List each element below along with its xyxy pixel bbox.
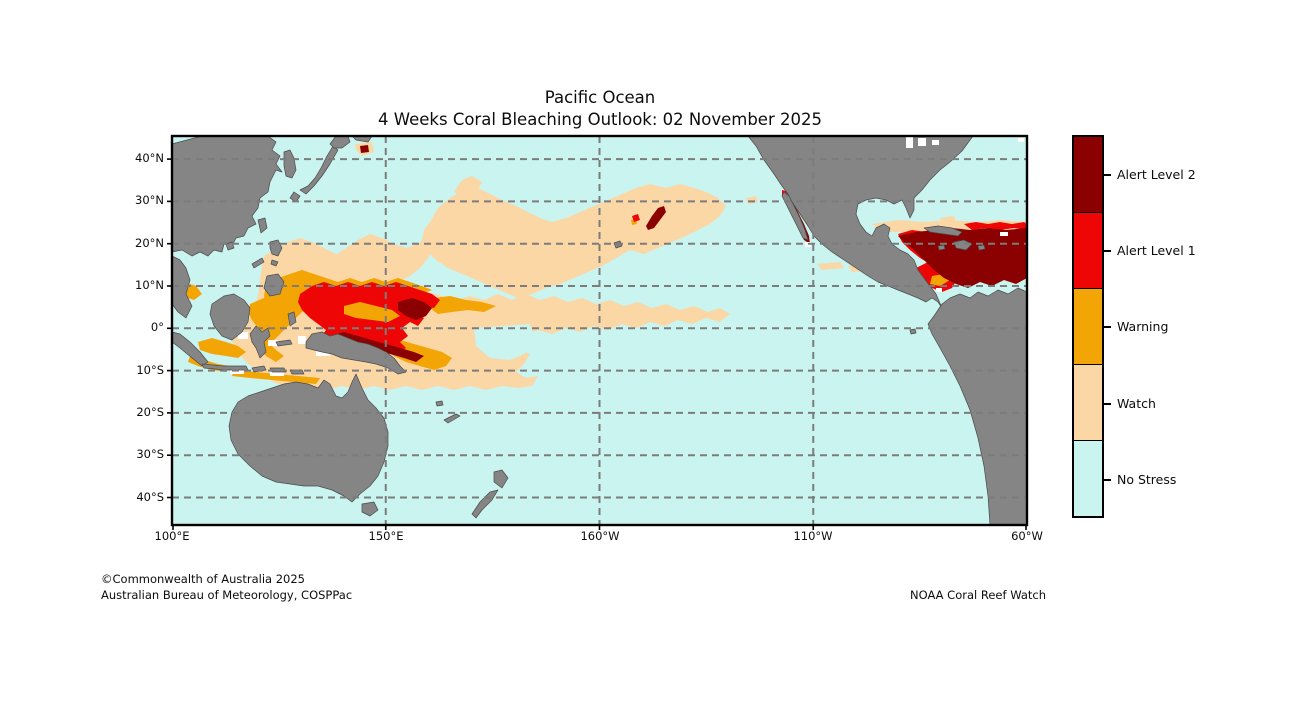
map-title: Pacific Ocean bbox=[544, 88, 656, 107]
legend-label-warning: Warning bbox=[1117, 319, 1169, 334]
warning-java-sea bbox=[198, 338, 246, 358]
x-tick-label-100e: 100°E bbox=[154, 529, 190, 543]
legend-label-watch: Watch bbox=[1117, 396, 1156, 411]
map-border bbox=[170, 134, 1029, 527]
alert1-np-dot bbox=[632, 214, 640, 222]
ocean-notch bbox=[474, 324, 536, 360]
land-north-america bbox=[747, 135, 974, 309]
x-tick-label-110w: 110°W bbox=[793, 529, 833, 543]
land-cuba bbox=[923, 225, 963, 237]
land-asia bbox=[171, 135, 283, 257]
legend-tick-watch bbox=[1104, 403, 1111, 405]
legend-label-alert2: Alert Level 2 bbox=[1117, 167, 1196, 182]
x-tick-label-60w: 60°W bbox=[1011, 529, 1043, 543]
y-tick-label-40n: 40°N bbox=[135, 151, 164, 165]
legend-tick-alert1 bbox=[1104, 250, 1111, 252]
warning-west-ring bbox=[252, 270, 432, 362]
watch-north-pacific-knob bbox=[454, 176, 482, 198]
legend-tick-alert2 bbox=[1104, 174, 1111, 176]
credit-commonwealth: ©Commonwealth of Australia 2025 bbox=[101, 572, 306, 586]
land-galapagos bbox=[909, 328, 917, 335]
land-seram bbox=[275, 339, 293, 347]
y-tick-label-10s: 10°S bbox=[136, 363, 164, 377]
legend-label-nostress: No Stress bbox=[1117, 472, 1177, 487]
legend-colorbar bbox=[1072, 135, 1104, 518]
y-tick-label-30n: 30°N bbox=[135, 193, 164, 207]
lake-michigan bbox=[906, 136, 913, 148]
land-hispaniola bbox=[953, 239, 973, 251]
x-tick-label-150e: 150°E bbox=[368, 529, 404, 543]
y-tick-label-10n: 10°N bbox=[135, 278, 164, 292]
watch-camerica-dash-1 bbox=[817, 262, 844, 270]
alert2-wp-blob bbox=[398, 298, 432, 320]
x-tick-label-160w: 160°W bbox=[580, 529, 620, 543]
land-tasmania bbox=[361, 501, 379, 517]
y-tick-label-20s: 20°S bbox=[136, 405, 164, 419]
legend-swatch-alert2 bbox=[1074, 137, 1102, 213]
legend-swatch-nostress bbox=[1074, 441, 1102, 516]
y-tick-label-20n: 20°N bbox=[135, 236, 164, 250]
warning-south-java bbox=[232, 370, 320, 384]
alert1-caribbean-edge-dashes bbox=[964, 222, 1027, 230]
warning-equator-tongue bbox=[430, 296, 496, 314]
alert2-np-streak bbox=[646, 206, 666, 230]
warning-celebes bbox=[248, 298, 288, 332]
legend-tick-nostress bbox=[1104, 479, 1111, 481]
land-new-caledonia bbox=[443, 413, 461, 424]
land-indochina bbox=[171, 255, 193, 319]
y-tick-label-40s: 40°S bbox=[136, 490, 164, 504]
y-tick-label-30s: 30°S bbox=[136, 447, 164, 461]
legend-label-alert1: Alert Level 1 bbox=[1117, 243, 1196, 258]
map-subtitle: 4 Weeks Coral Bleaching Outlook: 02 Nove… bbox=[378, 110, 822, 129]
legend-swatch-watch bbox=[1074, 365, 1102, 441]
land-nz-south bbox=[471, 489, 499, 519]
lake-corner bbox=[1018, 138, 1024, 142]
map-panel bbox=[167, 134, 1029, 530]
land-jamaica bbox=[937, 244, 946, 251]
land-fiji bbox=[435, 400, 444, 407]
watch-north-pacific-blob bbox=[422, 184, 726, 298]
graticule bbox=[172, 136, 1027, 525]
landmasses bbox=[171, 135, 1028, 526]
alert2-sakhalin-dot bbox=[360, 145, 369, 153]
land-new-guinea bbox=[305, 331, 407, 375]
alert2-png-coast bbox=[330, 332, 424, 362]
land-sulawesi bbox=[249, 325, 271, 359]
lake-ontario bbox=[932, 140, 939, 145]
lake-huron bbox=[918, 138, 926, 146]
legend-tick-warning bbox=[1104, 326, 1111, 328]
land-nz-north bbox=[493, 469, 509, 489]
land-palawan bbox=[251, 257, 265, 269]
land-australia bbox=[228, 373, 389, 503]
legend-swatch-alert1 bbox=[1074, 213, 1102, 289]
y-tick-label-0: 0° bbox=[150, 320, 164, 334]
land-visayas bbox=[270, 259, 279, 267]
credit-noaa: NOAA Coral Reef Watch bbox=[910, 588, 1046, 602]
land-halmahera bbox=[287, 311, 297, 327]
land-taiwan bbox=[257, 217, 268, 234]
legend-swatch-warning bbox=[1074, 289, 1102, 365]
land-puerto-rico bbox=[977, 244, 986, 251]
land-baja-california bbox=[781, 191, 809, 241]
pacific-map bbox=[167, 134, 1029, 530]
watch-bahamas-dash bbox=[940, 216, 956, 223]
land-korea bbox=[283, 149, 297, 179]
credit-bom: Australian Bureau of Meteorology, COSPPa… bbox=[101, 588, 353, 602]
